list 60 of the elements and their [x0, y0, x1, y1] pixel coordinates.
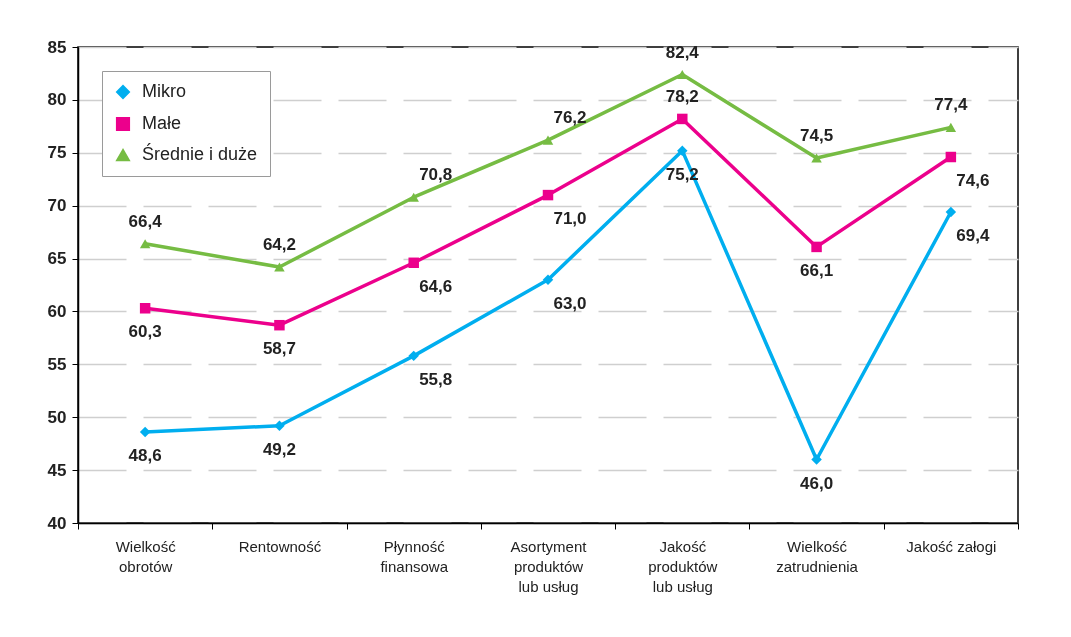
legend-label: Średnie i duże: [142, 143, 258, 164]
data-label: 82,4: [665, 42, 700, 62]
point: [542, 189, 554, 201]
data-label: 66,1: [800, 260, 834, 280]
point: [811, 241, 822, 253]
x-tick-label: Jakość załogi: [906, 537, 997, 555]
y-tick-label: 65: [47, 249, 67, 269]
data-label: 66,4: [128, 211, 163, 231]
y-tick-label: 55: [47, 354, 67, 374]
x-tick-label: Asortyment produktów lub usług: [510, 537, 588, 595]
point: [274, 420, 285, 431]
point: [811, 153, 822, 163]
data-label: 78,2: [665, 86, 699, 106]
data-label: 71,0: [553, 209, 587, 229]
data-label: 46,0: [800, 473, 834, 493]
data-label: 69,4: [956, 226, 990, 246]
point: [542, 135, 554, 145]
legend-label: Mikro: [142, 81, 186, 101]
data-label: 77,4: [934, 95, 968, 115]
point: [274, 262, 285, 272]
point: [811, 454, 822, 465]
y-tick-label: 75: [47, 143, 67, 163]
y-tick-label: 60: [47, 301, 67, 321]
data-label: 63,0: [553, 293, 587, 313]
point: [542, 274, 554, 285]
point: [274, 319, 285, 331]
y-tick-label: 70: [47, 196, 67, 216]
point: [677, 113, 688, 125]
x-tick-label: Rentowność: [238, 537, 322, 555]
point: [945, 151, 957, 163]
legend-label: Małe: [142, 113, 182, 133]
y-tick-label: 50: [47, 407, 67, 427]
y-tick-label: 80: [47, 90, 67, 110]
data-label: 58,7: [262, 339, 296, 359]
y-tick-label: 45: [47, 460, 67, 480]
x-tick-label: Wielkość zatrudnienia: [776, 537, 859, 575]
data-label: 49,2: [262, 439, 296, 459]
x-tick-label: Płynność finansowa: [380, 537, 449, 575]
data-label: 64,6: [419, 276, 453, 296]
point: [408, 257, 419, 269]
data-label: 70,8: [419, 165, 453, 185]
data-label: 64,2: [262, 235, 296, 255]
point: [677, 145, 688, 156]
x-tick-label: Jakość produktów lub usług: [648, 537, 718, 595]
data-label: 76,2: [553, 108, 587, 128]
data-label: 74,5: [800, 126, 834, 146]
point: [139, 426, 151, 438]
point: [945, 206, 957, 218]
point: [139, 239, 151, 249]
data-label: 60,3: [128, 322, 162, 342]
point: [408, 192, 419, 202]
point: [408, 350, 419, 362]
y-tick-label: 85: [47, 37, 67, 57]
y-tick-label: 40: [47, 513, 67, 533]
point: [139, 303, 151, 314]
x-tick-label: Wielkość obrotów: [115, 537, 177, 575]
point: [945, 122, 957, 132]
data-label: 48,6: [128, 446, 162, 466]
data-label: 74,6: [956, 171, 990, 191]
data-label: 55,8: [419, 369, 453, 389]
